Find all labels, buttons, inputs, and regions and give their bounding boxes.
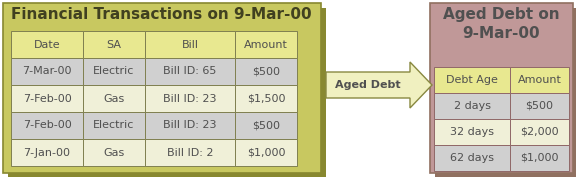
FancyBboxPatch shape bbox=[235, 85, 297, 112]
Text: 7-Feb-00: 7-Feb-00 bbox=[22, 121, 71, 130]
Text: Amount: Amount bbox=[244, 39, 288, 50]
FancyBboxPatch shape bbox=[235, 58, 297, 85]
FancyBboxPatch shape bbox=[11, 31, 83, 58]
Text: Gas: Gas bbox=[103, 93, 124, 104]
Text: Bill ID: 23: Bill ID: 23 bbox=[163, 93, 217, 104]
FancyBboxPatch shape bbox=[510, 119, 569, 145]
FancyBboxPatch shape bbox=[235, 139, 297, 166]
Text: Financial Transactions on 9-Mar-00: Financial Transactions on 9-Mar-00 bbox=[11, 7, 312, 22]
FancyBboxPatch shape bbox=[145, 85, 235, 112]
Text: Aged Debt: Aged Debt bbox=[335, 80, 401, 90]
Text: 7-Mar-00: 7-Mar-00 bbox=[22, 67, 72, 76]
Text: $2,000: $2,000 bbox=[520, 127, 559, 137]
Text: Bill ID: 2: Bill ID: 2 bbox=[166, 147, 213, 158]
FancyBboxPatch shape bbox=[8, 8, 326, 177]
Text: 32 days: 32 days bbox=[450, 127, 494, 137]
FancyBboxPatch shape bbox=[145, 58, 235, 85]
FancyBboxPatch shape bbox=[434, 145, 510, 171]
FancyBboxPatch shape bbox=[434, 93, 510, 119]
FancyBboxPatch shape bbox=[83, 85, 145, 112]
FancyBboxPatch shape bbox=[83, 112, 145, 139]
Text: $1,000: $1,000 bbox=[247, 147, 285, 158]
FancyBboxPatch shape bbox=[11, 85, 83, 112]
Text: 62 days: 62 days bbox=[450, 153, 494, 163]
Text: Debt Age: Debt Age bbox=[446, 75, 498, 85]
Text: 2 days: 2 days bbox=[453, 101, 491, 111]
FancyBboxPatch shape bbox=[11, 112, 83, 139]
Text: Electric: Electric bbox=[93, 121, 135, 130]
Text: Electric: Electric bbox=[93, 67, 135, 76]
FancyBboxPatch shape bbox=[235, 112, 297, 139]
Text: Amount: Amount bbox=[518, 75, 562, 85]
Polygon shape bbox=[326, 62, 432, 108]
Text: Date: Date bbox=[33, 39, 60, 50]
FancyBboxPatch shape bbox=[145, 31, 235, 58]
Text: Gas: Gas bbox=[103, 147, 124, 158]
Text: $1,500: $1,500 bbox=[247, 93, 285, 104]
Text: 7-Feb-00: 7-Feb-00 bbox=[22, 93, 71, 104]
Text: Bill: Bill bbox=[181, 39, 199, 50]
Text: 7-Jan-00: 7-Jan-00 bbox=[24, 147, 70, 158]
FancyBboxPatch shape bbox=[11, 58, 83, 85]
Text: $500: $500 bbox=[525, 101, 554, 111]
FancyBboxPatch shape bbox=[435, 8, 576, 177]
FancyBboxPatch shape bbox=[145, 139, 235, 166]
FancyBboxPatch shape bbox=[510, 93, 569, 119]
Text: Aged Debt on
9-Mar-00: Aged Debt on 9-Mar-00 bbox=[443, 7, 560, 41]
Text: $500: $500 bbox=[252, 121, 280, 130]
FancyBboxPatch shape bbox=[145, 112, 235, 139]
FancyBboxPatch shape bbox=[434, 119, 510, 145]
FancyBboxPatch shape bbox=[510, 145, 569, 171]
Text: Bill ID: 65: Bill ID: 65 bbox=[164, 67, 217, 76]
FancyBboxPatch shape bbox=[83, 58, 145, 85]
Text: SA: SA bbox=[107, 39, 122, 50]
Text: $1,000: $1,000 bbox=[520, 153, 559, 163]
FancyBboxPatch shape bbox=[510, 67, 569, 93]
Text: $500: $500 bbox=[252, 67, 280, 76]
FancyBboxPatch shape bbox=[83, 31, 145, 58]
FancyBboxPatch shape bbox=[11, 139, 83, 166]
Text: Bill ID: 23: Bill ID: 23 bbox=[163, 121, 217, 130]
FancyBboxPatch shape bbox=[434, 67, 510, 93]
FancyBboxPatch shape bbox=[83, 139, 145, 166]
FancyBboxPatch shape bbox=[235, 31, 297, 58]
FancyBboxPatch shape bbox=[3, 3, 321, 173]
FancyBboxPatch shape bbox=[430, 3, 573, 173]
